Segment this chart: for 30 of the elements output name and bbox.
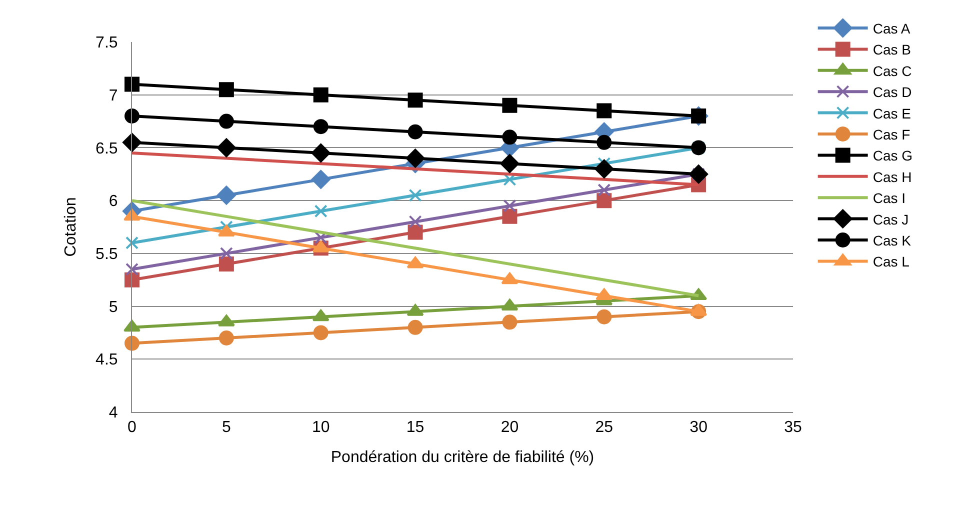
y-tick-label: 6.5: [96, 140, 118, 158]
legend-label: Cas E: [872, 105, 911, 122]
y-tick-label: 7: [108, 87, 118, 104]
y-tick-label: 5.5: [96, 246, 118, 264]
y-tick-label: 4: [108, 404, 118, 422]
legend-label: Cas K: [872, 232, 912, 248]
x-axis-title: Pondération du critère de fiabilité (%): [330, 448, 594, 466]
legend-label: Cas I: [872, 190, 906, 206]
legend-label: Cas J: [872, 211, 909, 228]
x-tick-label: 25: [595, 419, 614, 436]
legend-label: Cas G: [872, 148, 913, 164]
x-tick-label: 20: [500, 419, 519, 436]
x-tick-label: 35: [784, 419, 802, 436]
y-axis-title: Cotation: [62, 197, 80, 257]
y-tick-label: 5: [108, 298, 118, 316]
x-tick-label: 15: [406, 419, 424, 436]
legend-label: Cas B: [872, 42, 911, 58]
legend-label: Cas H: [872, 168, 912, 185]
x-tick-label: 30: [690, 419, 708, 436]
x-tick-label: 5: [222, 419, 231, 436]
legend-label: Cas F: [872, 126, 910, 142]
x-tick-label: 0: [128, 419, 137, 436]
x-tick-label: 10: [312, 419, 330, 436]
legend-label: Cas A: [872, 20, 911, 36]
y-tick-label: 4.5: [96, 352, 118, 369]
y-tick-label: 7.5: [96, 34, 118, 52]
legend-label: Cas C: [872, 62, 912, 79]
legend-label: Cas L: [872, 254, 910, 270]
y-tick-label: 6: [108, 193, 118, 210]
legend-label: Cas D: [872, 84, 912, 100]
